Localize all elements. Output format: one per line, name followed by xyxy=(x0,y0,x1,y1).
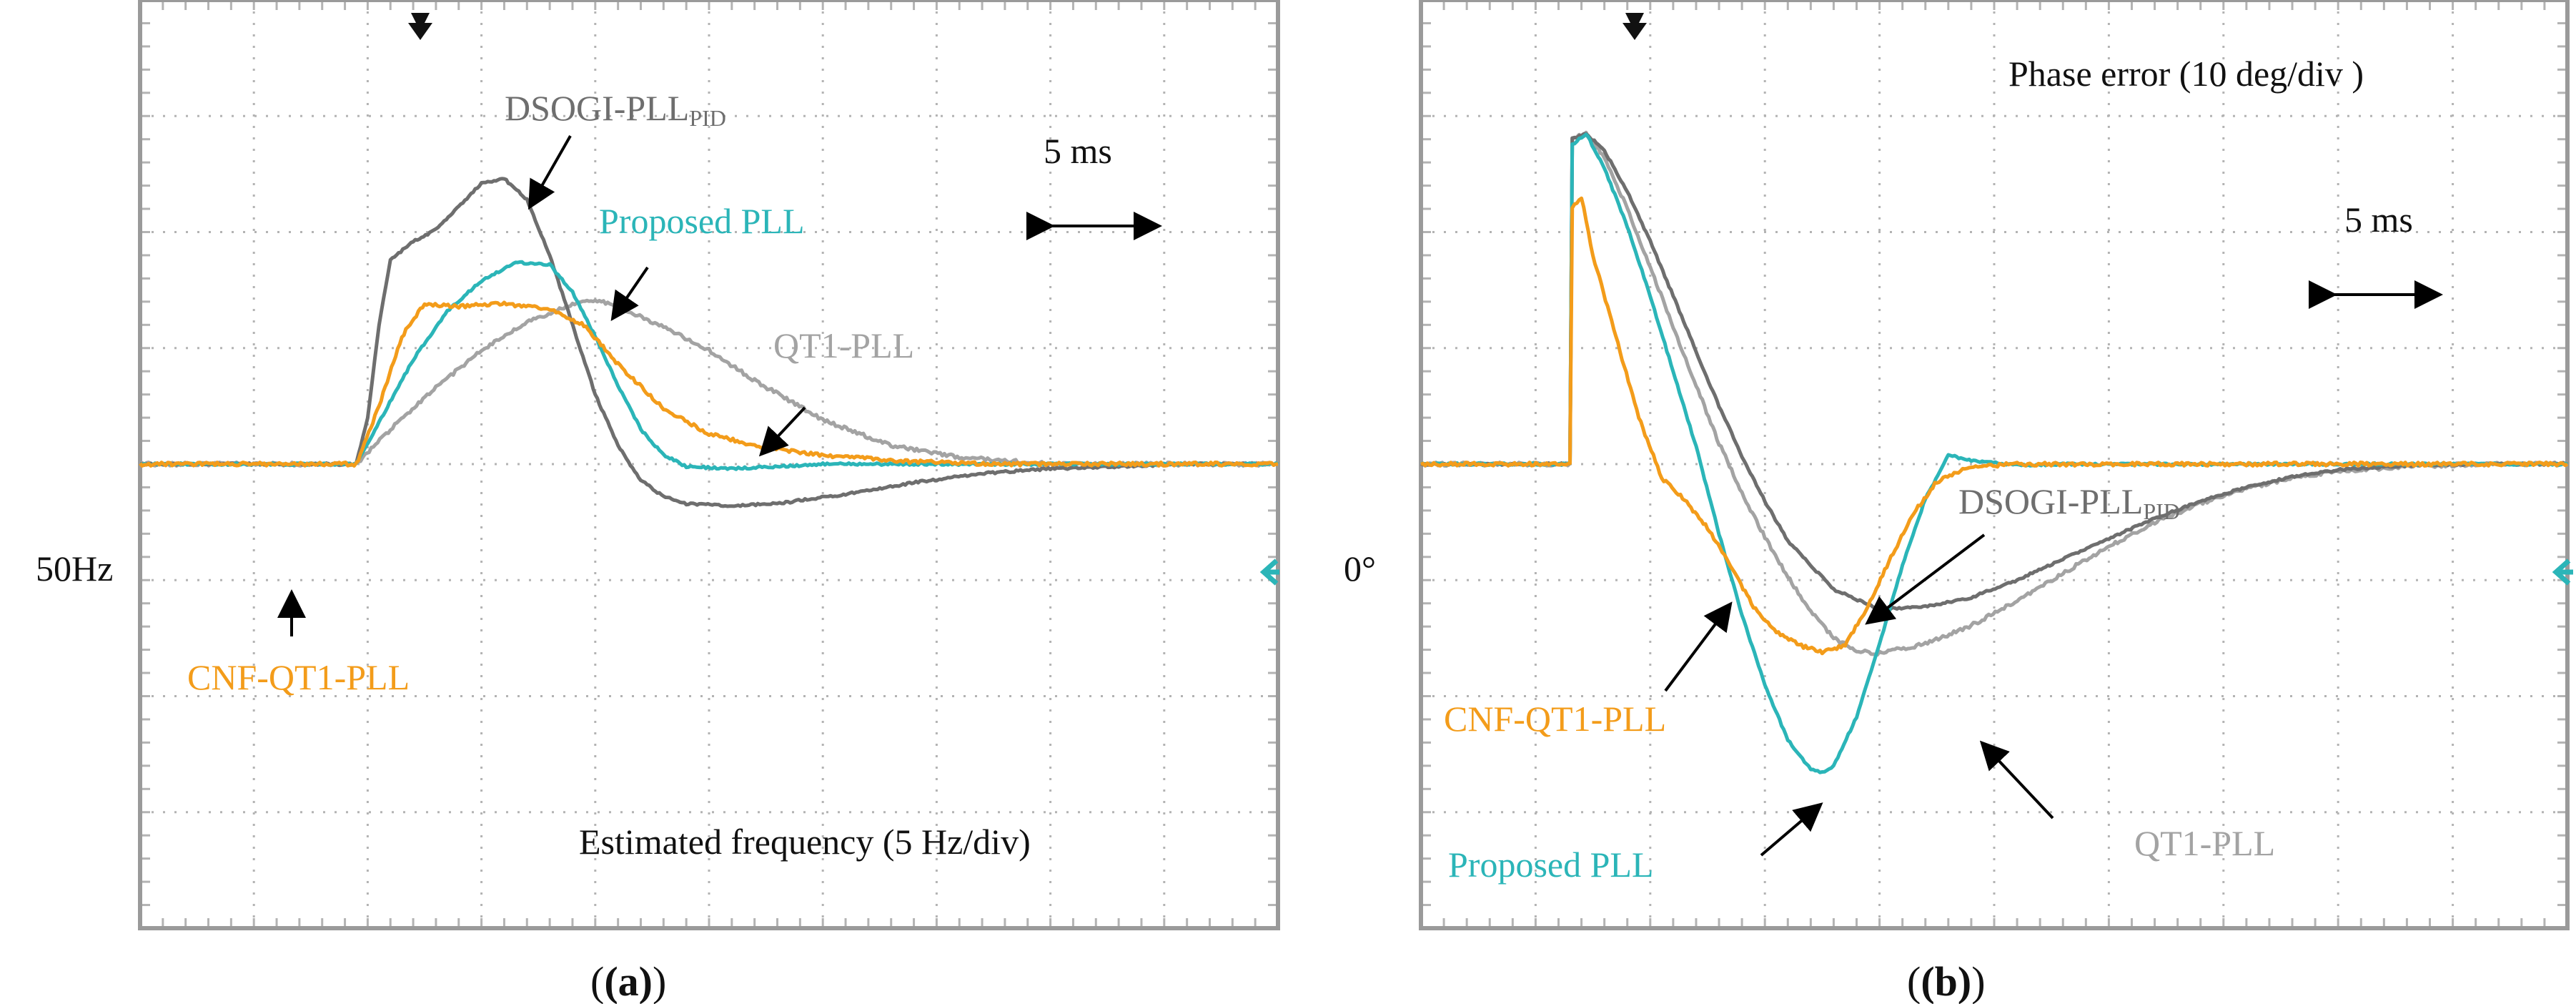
panel-b-title: Phase error (10 deg/div ) xyxy=(2008,54,2364,94)
reference-marker-icon xyxy=(2552,558,2573,586)
panel-a-series-qt1 xyxy=(139,298,1279,468)
panel-a-dsogi-subscript: PID xyxy=(689,105,726,131)
panel-b: 0° Phase error (10 deg/div ) 5 ms DSOGI-… xyxy=(1344,0,2573,1004)
callout-arrow-icon xyxy=(1760,802,1823,857)
panel-a-title: Estimated frequency (5 Hz/div) xyxy=(579,822,1031,862)
callout-arrow-icon xyxy=(1664,601,1733,692)
panel-a-caption: ((a)) xyxy=(590,958,666,1004)
panel-b-series-cnf xyxy=(1420,196,2569,656)
panel-a-series-cnf xyxy=(139,300,1278,468)
panel-b-dsogi-label: DSOGI-PLLPID xyxy=(1958,481,2180,524)
panel-a-series-proposed xyxy=(139,260,1279,471)
panel-a-series xyxy=(139,177,1279,508)
panel-b-ref-label: 0° xyxy=(1344,548,1376,589)
panel-a-caption-letter: (a) xyxy=(604,958,653,1004)
panel-a-proposed-label: Proposed PLL xyxy=(599,201,805,241)
panel-a-dsogi-label: DSOGI-PLLPID xyxy=(505,88,726,131)
callout-arrow-icon xyxy=(1979,740,2054,820)
panel-b-dsogi-subscript: PID xyxy=(2143,498,2180,524)
panel-a-ref-label: 50Hz xyxy=(36,548,113,589)
panel-b-proposed-label: Proposed PLL xyxy=(1448,845,1654,885)
trigger-arrow-icon xyxy=(1623,13,1647,40)
callout-arrow-icon xyxy=(758,406,806,457)
panel-b-cnf-label: CNF-QT1-PLL xyxy=(1444,699,1666,739)
trigger-arrow-icon xyxy=(408,13,432,40)
callout-arrow-icon xyxy=(610,266,649,321)
panel-a-time-scale: 5 ms xyxy=(1044,131,1112,171)
panel-b-time-scale: 5 ms xyxy=(2344,200,2413,240)
panel-a-qt1-label: QT1-PLL xyxy=(773,325,914,365)
panel-b-series-dsogi xyxy=(1420,132,2568,612)
callout-arrow-icon xyxy=(528,135,572,210)
panel-b-qt1-label: QT1-PLL xyxy=(2134,823,2275,863)
reference-marker-icon xyxy=(1259,558,1279,586)
panel-a: 50Hz Estimated frequency (5 Hz/div) 5 ms… xyxy=(36,0,1280,1004)
panel-b-dsogi-name: DSOGI-PLL xyxy=(1958,481,2143,521)
panel-b-caption: ((b)) xyxy=(1907,958,1986,1004)
panel-b-caption-letter: (b) xyxy=(1921,958,1971,1004)
callout-arrow-icon xyxy=(1865,533,1986,625)
panel-a-dsogi-name: DSOGI-PLL xyxy=(505,88,689,128)
panel-b-series xyxy=(1420,130,2569,774)
panel-a-cnf-label: CNF-QT1-PLL xyxy=(187,657,410,697)
